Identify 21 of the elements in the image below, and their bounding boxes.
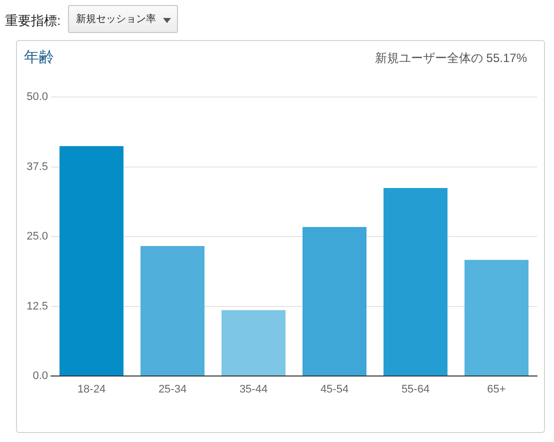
bar	[140, 246, 204, 376]
metric-dropdown: 新規セッション率	[68, 5, 178, 33]
x-tick-label: 45-54	[320, 384, 349, 396]
x-tick-label: 18-24	[77, 384, 106, 396]
bar	[60, 146, 124, 376]
x-tick-label: 35-44	[239, 384, 268, 396]
y-tick-label: 37.5	[26, 160, 48, 173]
y-tick-label: 12.5	[26, 300, 48, 312]
x-tick-label: 25-34	[158, 384, 187, 396]
chart-subtitle: 新規ユーザー全体の 55.17%	[374, 50, 527, 67]
y-tick-label: 25.0	[26, 230, 48, 243]
bar	[464, 260, 528, 376]
bar	[384, 188, 448, 376]
y-tick-label: 50.0	[26, 91, 48, 104]
x-tick-label: 65+	[487, 384, 506, 396]
bar	[222, 310, 286, 376]
bar	[302, 227, 366, 376]
x-tick-label: 55-64	[401, 384, 430, 396]
text: 重要指標:	[5, 12, 61, 30]
chart-title: 年齢	[24, 48, 54, 67]
y-tick-label: 0.0	[32, 370, 48, 382]
